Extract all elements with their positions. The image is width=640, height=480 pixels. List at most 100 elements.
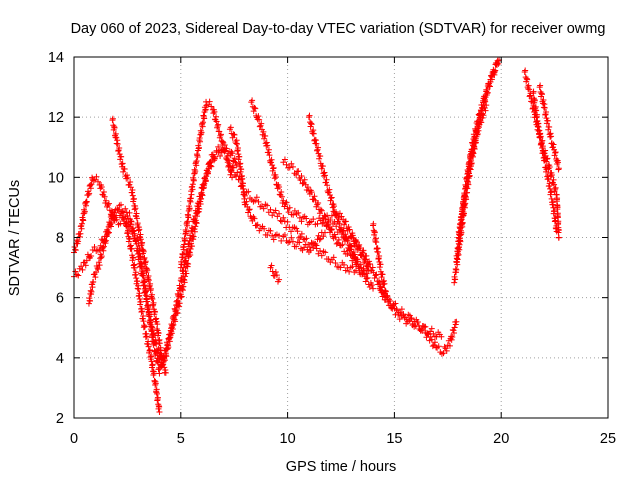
data-point [478, 111, 485, 118]
data-point [539, 91, 546, 98]
data-point [296, 214, 303, 221]
data-point [119, 208, 126, 215]
data-point [147, 280, 154, 287]
data-point [481, 93, 488, 100]
data-point [331, 231, 338, 238]
data-point [531, 97, 538, 104]
data-point [123, 223, 130, 230]
data-point [281, 156, 288, 163]
data-point [155, 330, 162, 337]
data-point [421, 324, 428, 331]
data-point [113, 216, 120, 223]
data-point [298, 173, 305, 180]
data-point [484, 89, 491, 96]
data-point [229, 150, 236, 157]
data-point [134, 278, 141, 285]
data-point [188, 243, 195, 250]
data-point [301, 176, 308, 183]
data-point [442, 345, 449, 352]
data-point [322, 249, 329, 256]
data-point [327, 229, 334, 236]
data-point [360, 267, 367, 274]
data-point [98, 254, 105, 261]
data-point [92, 274, 99, 281]
data-point [553, 228, 560, 235]
data-point [454, 261, 461, 268]
data-point [370, 285, 377, 292]
data-point [135, 286, 142, 293]
data-point [480, 112, 487, 119]
data-point [346, 226, 353, 233]
data-point [142, 287, 149, 294]
data-point [545, 175, 552, 182]
data-point [82, 262, 89, 269]
data-point [369, 264, 376, 271]
data-point [245, 207, 252, 214]
data-point [139, 239, 146, 246]
data-point [146, 313, 153, 320]
data-point [414, 319, 421, 326]
data-point [187, 246, 194, 253]
x-tick-label: 0 [70, 431, 78, 447]
data-point [546, 124, 553, 131]
data-point [181, 241, 188, 248]
data-point [264, 232, 271, 239]
data-point [548, 171, 555, 178]
data-point [183, 228, 190, 235]
data-point [79, 220, 86, 227]
y-axis-label: SDTVAR / TECUs [7, 180, 23, 296]
data-point [95, 178, 102, 185]
data-point [169, 322, 176, 329]
data-point [526, 86, 533, 93]
data-point [552, 149, 559, 156]
data-point [253, 222, 260, 229]
data-point [534, 117, 541, 124]
data-point [190, 233, 197, 240]
data-point [186, 205, 193, 212]
data-point [320, 233, 327, 240]
data-point [336, 210, 343, 217]
data-point [457, 224, 464, 231]
data-point [306, 112, 313, 119]
data-point [451, 279, 458, 286]
data-point [73, 237, 80, 244]
data-point [133, 240, 140, 247]
data-point [295, 234, 302, 241]
data-point [157, 344, 164, 351]
tick-labels: 0 5 10 15 20 25 2 4 6 8 10 12 14 [48, 50, 616, 447]
data-point [451, 324, 458, 331]
data-point [143, 295, 150, 302]
data-points [71, 57, 562, 415]
data-point [533, 107, 540, 114]
data-point [465, 170, 472, 177]
data-point [491, 71, 498, 78]
data-point [494, 57, 501, 64]
data-point [377, 261, 384, 268]
data-point [332, 212, 339, 219]
data-point [304, 184, 311, 191]
y-tick-label: 8 [56, 231, 64, 247]
y-tick-label: 2 [56, 411, 64, 427]
data-point [376, 279, 383, 286]
data-point [288, 228, 295, 235]
data-point [96, 262, 103, 269]
data-point [124, 172, 131, 179]
data-point [201, 115, 208, 122]
data-point [325, 218, 332, 225]
data-point [328, 194, 335, 201]
data-point [453, 266, 460, 273]
data-point [230, 131, 237, 138]
data-point [288, 234, 295, 241]
data-point [145, 338, 152, 345]
data-point [337, 264, 344, 271]
data-point [346, 268, 353, 275]
data-point [488, 76, 495, 83]
data-point [160, 361, 167, 368]
data-point [538, 138, 545, 145]
data-point [76, 265, 83, 272]
series-trace-q [453, 102, 490, 265]
data-point [438, 333, 445, 340]
data-point [306, 243, 313, 250]
data-point [276, 184, 283, 191]
data-point [272, 207, 279, 214]
